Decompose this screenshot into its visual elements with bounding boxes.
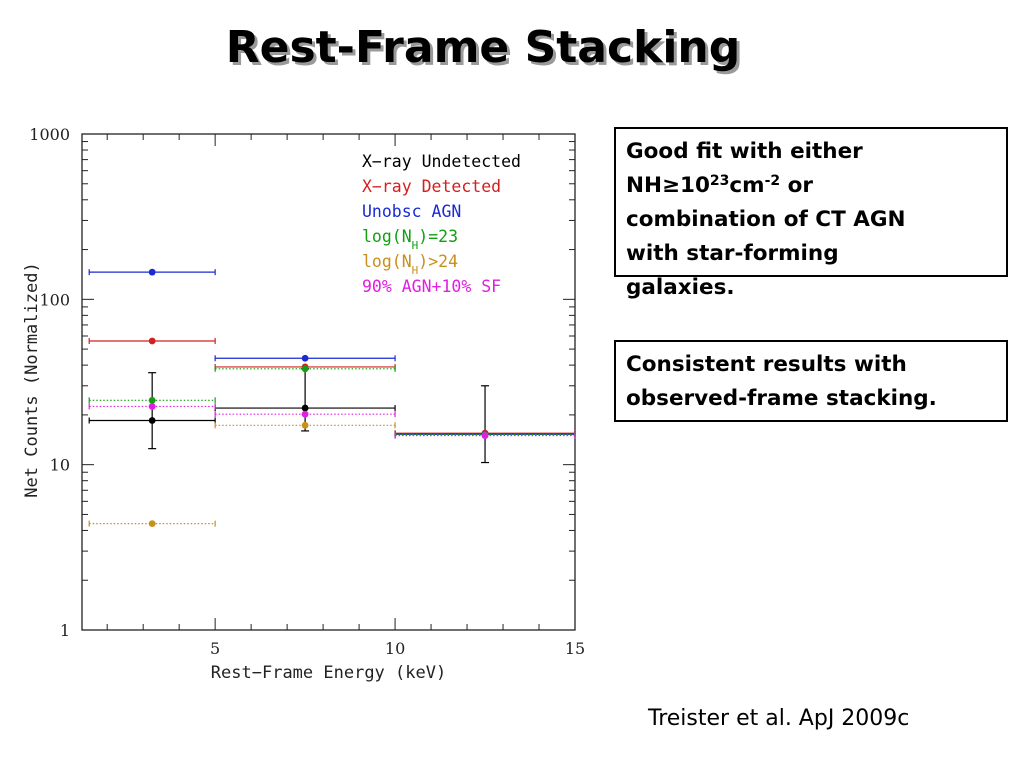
fit-note-line-5: galaxies. (626, 275, 735, 300)
data-point (148, 396, 156, 404)
nh-unit-exponent: -2 (764, 173, 781, 189)
data-point (301, 354, 309, 362)
legend-entry: X−ray Detected (362, 177, 501, 196)
fit-note-box: Good fit with either NH≥1023cm-2 or comb… (614, 127, 1008, 300)
data-point (301, 410, 309, 418)
data-point (148, 337, 156, 345)
series-0 (88, 368, 576, 464)
legend-entry: log(NH)=23 (362, 227, 458, 252)
data-point (481, 432, 489, 439)
x-tick-label: 15 (565, 639, 585, 658)
nh-unit: cm (729, 173, 765, 198)
axis-ticks: 5 10 15 1 10 100 1000 (29, 125, 585, 658)
data-point (148, 417, 156, 424)
series-4 (88, 421, 576, 528)
legend-entry: 90% AGN+10% SF (362, 277, 501, 296)
fit-note-line-3: combination of CT AGN (626, 207, 906, 232)
fit-note-line-4: with star-forming (626, 241, 839, 266)
legend: X−ray Undetected X−ray Detected Unobsc AGN… (362, 152, 521, 296)
consistency-note-line-2: observed-frame stacking. (626, 386, 937, 411)
legend-entry: X−ray Undetected (362, 152, 521, 171)
nh-exponent: 23 (709, 173, 730, 189)
nh-prefix: NH≥10 (626, 173, 710, 198)
series-3 (88, 365, 576, 439)
x-tick-label: 10 (385, 639, 405, 658)
y-tick-label: 10 (50, 456, 70, 475)
y-tick-label: 1 (60, 621, 70, 640)
consistency-note-box: Consistent results with observed-frame s… (614, 340, 1008, 422)
slide-title: Rest-Frame Stacking (225, 22, 741, 73)
consistency-note-line-1: Consistent results with (626, 352, 907, 377)
series-2 (88, 268, 576, 438)
data-point (301, 365, 309, 373)
legend-entry: log(NH)>24 (362, 252, 458, 277)
data-point (301, 421, 309, 429)
legend-entry: Unobsc AGN (362, 202, 461, 221)
x-tick-label: 5 (210, 639, 220, 658)
nh-suffix: or (780, 173, 813, 198)
y-tick-label: 1000 (29, 125, 70, 144)
data-point (148, 520, 156, 528)
citation: Treister et al. ApJ 2009c (648, 706, 910, 731)
y-tick-label: 100 (39, 290, 70, 309)
plot-frame (81, 133, 576, 631)
x-axis-label: Rest−Frame Energy (keV) (211, 663, 446, 683)
fit-note-line-1: Good fit with either (626, 139, 863, 164)
fit-note-line-2: NH≥1023cm-2 or (626, 169, 996, 203)
series-1 (88, 337, 576, 437)
series-layer (88, 268, 576, 528)
series-5 (88, 403, 576, 439)
data-point (148, 268, 156, 276)
y-axis-label: Net Counts (Normalized) (22, 262, 42, 497)
data-point (301, 404, 309, 412)
data-point (148, 403, 156, 410)
